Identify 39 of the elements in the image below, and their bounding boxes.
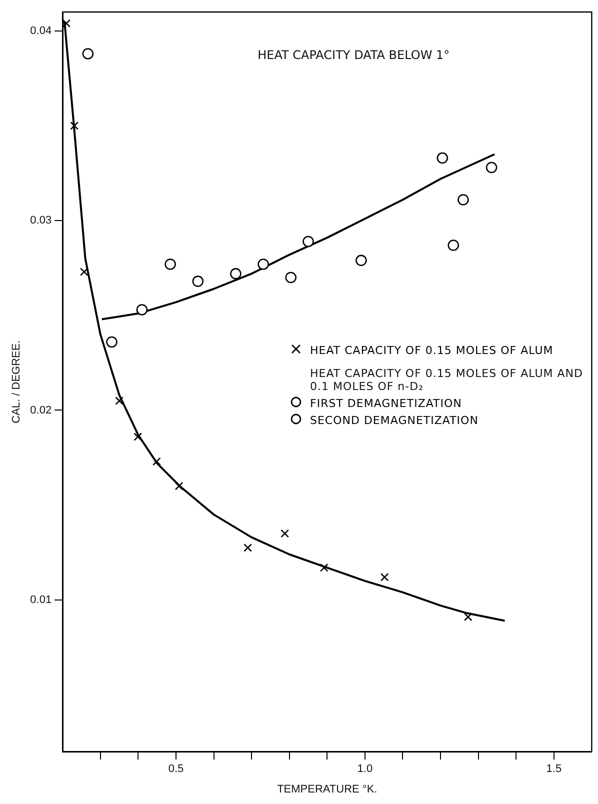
point — [134, 432, 142, 441]
point — [280, 529, 290, 538]
legend-label: FIRST DEMAGNETIZATION — [310, 397, 462, 410]
text: HEAT CAPACITY DATA BELOW 1° — [258, 48, 450, 62]
legend-label: SECOND DEMAGNETIZATION — [310, 414, 478, 427]
x-tick-label: 1.0 — [357, 763, 373, 776]
point — [174, 482, 184, 490]
x-axis-title: TEMPERATURE °K. — [277, 783, 378, 796]
x-tick-label: 0.5 — [168, 763, 184, 776]
point — [320, 563, 328, 572]
point — [258, 258, 269, 270]
point — [136, 304, 148, 316]
point — [436, 152, 448, 164]
point — [464, 612, 472, 622]
point — [70, 122, 79, 130]
point — [486, 162, 498, 174]
point — [380, 572, 389, 582]
y-tick-label: 0.02 — [30, 404, 52, 416]
point — [458, 194, 469, 206]
y-axis-title: CAL. / DEGREE. — [10, 340, 23, 424]
annotation: HEAT CAPACITY OF 0.15 MOLES OF ALUM AND 0.1 MOLES OF n-D₂ — [310, 367, 584, 393]
y-tick-label: 0.03 — [30, 214, 52, 227]
legend-label: HEAT CAPACITY OF 0.15 MOLES OF ALUM — [310, 344, 554, 357]
point — [244, 544, 252, 552]
y-tick-label: 0.04 — [30, 24, 52, 37]
point — [82, 48, 94, 60]
point — [448, 240, 460, 251]
point — [230, 268, 242, 280]
point — [164, 258, 176, 270]
point — [356, 254, 367, 266]
y-tick-label: 0.01 — [30, 594, 52, 606]
point — [115, 396, 124, 405]
point — [152, 457, 161, 466]
point — [302, 236, 314, 248]
point — [80, 268, 88, 276]
point — [106, 336, 118, 348]
point — [285, 272, 297, 284]
point — [192, 276, 204, 287]
x-tick-label: 1.5 — [546, 763, 562, 776]
